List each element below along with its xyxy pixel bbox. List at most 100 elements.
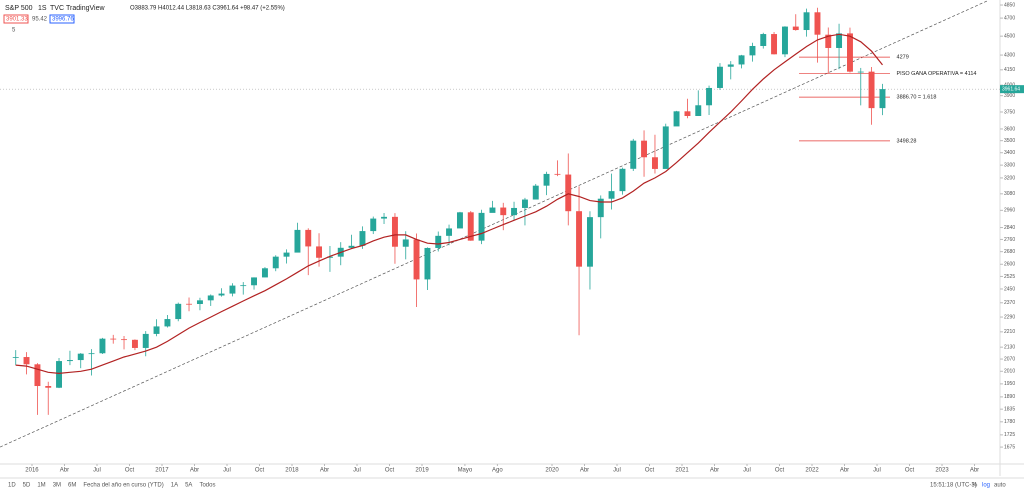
- candle-body: [153, 326, 160, 334]
- candle-body: [424, 247, 431, 280]
- y-tick-label: 2840: [1004, 225, 1015, 231]
- provider: TradingView: [66, 5, 105, 12]
- indicators[interactable]: 5: [12, 28, 16, 34]
- buy-box[interactable]: [49, 14, 75, 24]
- candle-body: [565, 174, 572, 212]
- candle-body: [435, 235, 442, 248]
- candle-body: [34, 364, 41, 387]
- candle-body: [847, 33, 853, 72]
- candle-body: [651, 157, 658, 169]
- candle-body: [749, 45, 756, 56]
- y-tick-label: 3500: [1004, 138, 1015, 144]
- candle-body: [218, 293, 225, 296]
- y-tick-label: 3080: [1004, 191, 1015, 197]
- range-button[interactable]: 6M: [68, 483, 76, 489]
- candle-body: [836, 33, 843, 48]
- source: TVC: [50, 5, 64, 12]
- candle-body: [12, 357, 19, 358]
- last-price-label: 3961.64: [1002, 86, 1020, 92]
- log-toggle[interactable]: log: [982, 483, 990, 489]
- x-tick-label: Abr: [840, 468, 849, 474]
- y-tick-label: 1950: [1004, 381, 1015, 387]
- y-tick-label: 2450: [1004, 286, 1015, 292]
- candle-body: [641, 140, 648, 158]
- y-tick-label: 3750: [1004, 109, 1015, 115]
- candle-body: [88, 353, 95, 355]
- candle-body: [771, 34, 778, 55]
- candle-body: [597, 198, 604, 218]
- x-tick-label: 2021: [675, 468, 689, 474]
- candle-body: [825, 34, 832, 48]
- range-button[interactable]: 5D: [23, 483, 31, 489]
- auto-toggle[interactable]: auto: [994, 483, 1006, 489]
- x-tick-label: Ago: [492, 468, 503, 474]
- candle-body: [261, 268, 268, 278]
- percent-toggle[interactable]: %: [972, 483, 978, 489]
- x-tick-label: Jul: [743, 468, 751, 474]
- annotation: 4279: [897, 55, 909, 61]
- interval[interactable]: 1S: [38, 5, 47, 12]
- x-tick-label: 2016: [25, 468, 39, 474]
- x-tick-label: 2017: [155, 468, 169, 474]
- y-tick-label: 1725: [1004, 432, 1015, 438]
- y-tick-label: 2070: [1004, 356, 1015, 362]
- range-button[interactable]: 1A: [171, 483, 178, 489]
- sell-box[interactable]: [3, 14, 29, 24]
- x-tick-label: 2022: [805, 468, 819, 474]
- candle-body: [814, 12, 821, 35]
- candle-body: [316, 246, 323, 258]
- candle-body: [792, 26, 799, 31]
- y-tick-label: 3600: [1004, 126, 1015, 132]
- y-tick-label: 3900: [1004, 93, 1015, 99]
- candle-body: [175, 303, 182, 320]
- candle-body: [532, 185, 539, 200]
- symbol[interactable]: S&P 500: [5, 5, 33, 12]
- candle-body: [576, 211, 583, 267]
- candle-body: [511, 207, 518, 216]
- candle-body: [229, 285, 236, 294]
- candle-body: [738, 55, 745, 65]
- candle-body: [272, 256, 279, 269]
- range-button[interactable]: Todos: [199, 483, 215, 489]
- buy[interactable]: 3996.76: [52, 17, 74, 23]
- range-button[interactable]: 1M: [37, 483, 45, 489]
- candle-body: [803, 12, 810, 31]
- candle-body: [23, 357, 30, 365]
- candle-body: [478, 212, 485, 241]
- candle-body: [66, 360, 73, 362]
- candle-body: [467, 212, 474, 241]
- range-button[interactable]: 1D: [8, 483, 16, 489]
- candle-body: [760, 34, 767, 46]
- y-tick-label: 1780: [1004, 419, 1015, 425]
- sell[interactable]: 3901.33: [6, 17, 28, 23]
- x-tick-label: 2018: [285, 468, 299, 474]
- x-tick-label: Jul: [613, 468, 621, 474]
- candle-body: [662, 126, 669, 169]
- range-button[interactable]: 3M: [53, 483, 61, 489]
- y-tick-label: 4850: [1004, 2, 1015, 8]
- x-tick-label: Abr: [970, 468, 979, 474]
- x-tick-label: Jul: [353, 468, 361, 474]
- candle-body: [521, 199, 528, 208]
- candle-body: [630, 140, 637, 169]
- y-tick-label: 4300: [1004, 52, 1015, 58]
- candle-body: [251, 277, 257, 286]
- candle-body: [727, 64, 734, 67]
- trendline: [0, 0, 988, 448]
- range-button[interactable]: 5A: [185, 483, 192, 489]
- candle-body: [446, 228, 453, 236]
- y-tick-label: 2290: [1004, 314, 1015, 320]
- candle-body: [121, 339, 127, 341]
- x-tick-label: Abr: [320, 468, 329, 474]
- x-tick-label: Oct: [125, 468, 135, 474]
- candle-body: [857, 71, 864, 73]
- moving-average: [15, 33, 883, 375]
- candle-body: [359, 231, 366, 246]
- y-tick-label: 3200: [1004, 175, 1015, 181]
- x-tick-label: Oct: [775, 468, 785, 474]
- range-button[interactable]: Fecha del año en curso (YTD): [83, 483, 163, 489]
- candle-body: [326, 256, 333, 258]
- candle-body: [608, 191, 615, 199]
